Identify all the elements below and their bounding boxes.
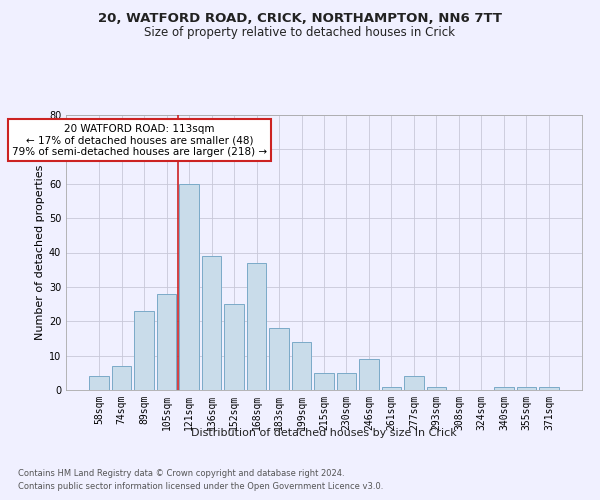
- Text: Contains HM Land Registry data © Crown copyright and database right 2024.: Contains HM Land Registry data © Crown c…: [18, 468, 344, 477]
- Bar: [224, 304, 244, 390]
- Bar: [382, 386, 401, 390]
- Bar: [494, 386, 514, 390]
- Text: Contains public sector information licensed under the Open Government Licence v3: Contains public sector information licen…: [18, 482, 383, 491]
- Text: Size of property relative to detached houses in Crick: Size of property relative to detached ho…: [145, 26, 455, 39]
- Bar: [427, 386, 446, 390]
- Bar: [202, 256, 221, 390]
- Bar: [292, 342, 311, 390]
- Bar: [157, 294, 176, 390]
- Bar: [112, 366, 131, 390]
- Bar: [269, 328, 289, 390]
- Bar: [337, 373, 356, 390]
- Bar: [404, 376, 424, 390]
- Bar: [89, 376, 109, 390]
- Bar: [247, 263, 266, 390]
- Bar: [179, 184, 199, 390]
- Bar: [314, 373, 334, 390]
- Y-axis label: Number of detached properties: Number of detached properties: [35, 165, 44, 340]
- Bar: [517, 386, 536, 390]
- Text: 20 WATFORD ROAD: 113sqm
← 17% of detached houses are smaller (48)
79% of semi-de: 20 WATFORD ROAD: 113sqm ← 17% of detache…: [12, 124, 267, 157]
- Text: Distribution of detached houses by size in Crick: Distribution of detached houses by size …: [191, 428, 457, 438]
- Text: 20, WATFORD ROAD, CRICK, NORTHAMPTON, NN6 7TT: 20, WATFORD ROAD, CRICK, NORTHAMPTON, NN…: [98, 12, 502, 26]
- Bar: [134, 311, 154, 390]
- Bar: [359, 359, 379, 390]
- Bar: [539, 386, 559, 390]
